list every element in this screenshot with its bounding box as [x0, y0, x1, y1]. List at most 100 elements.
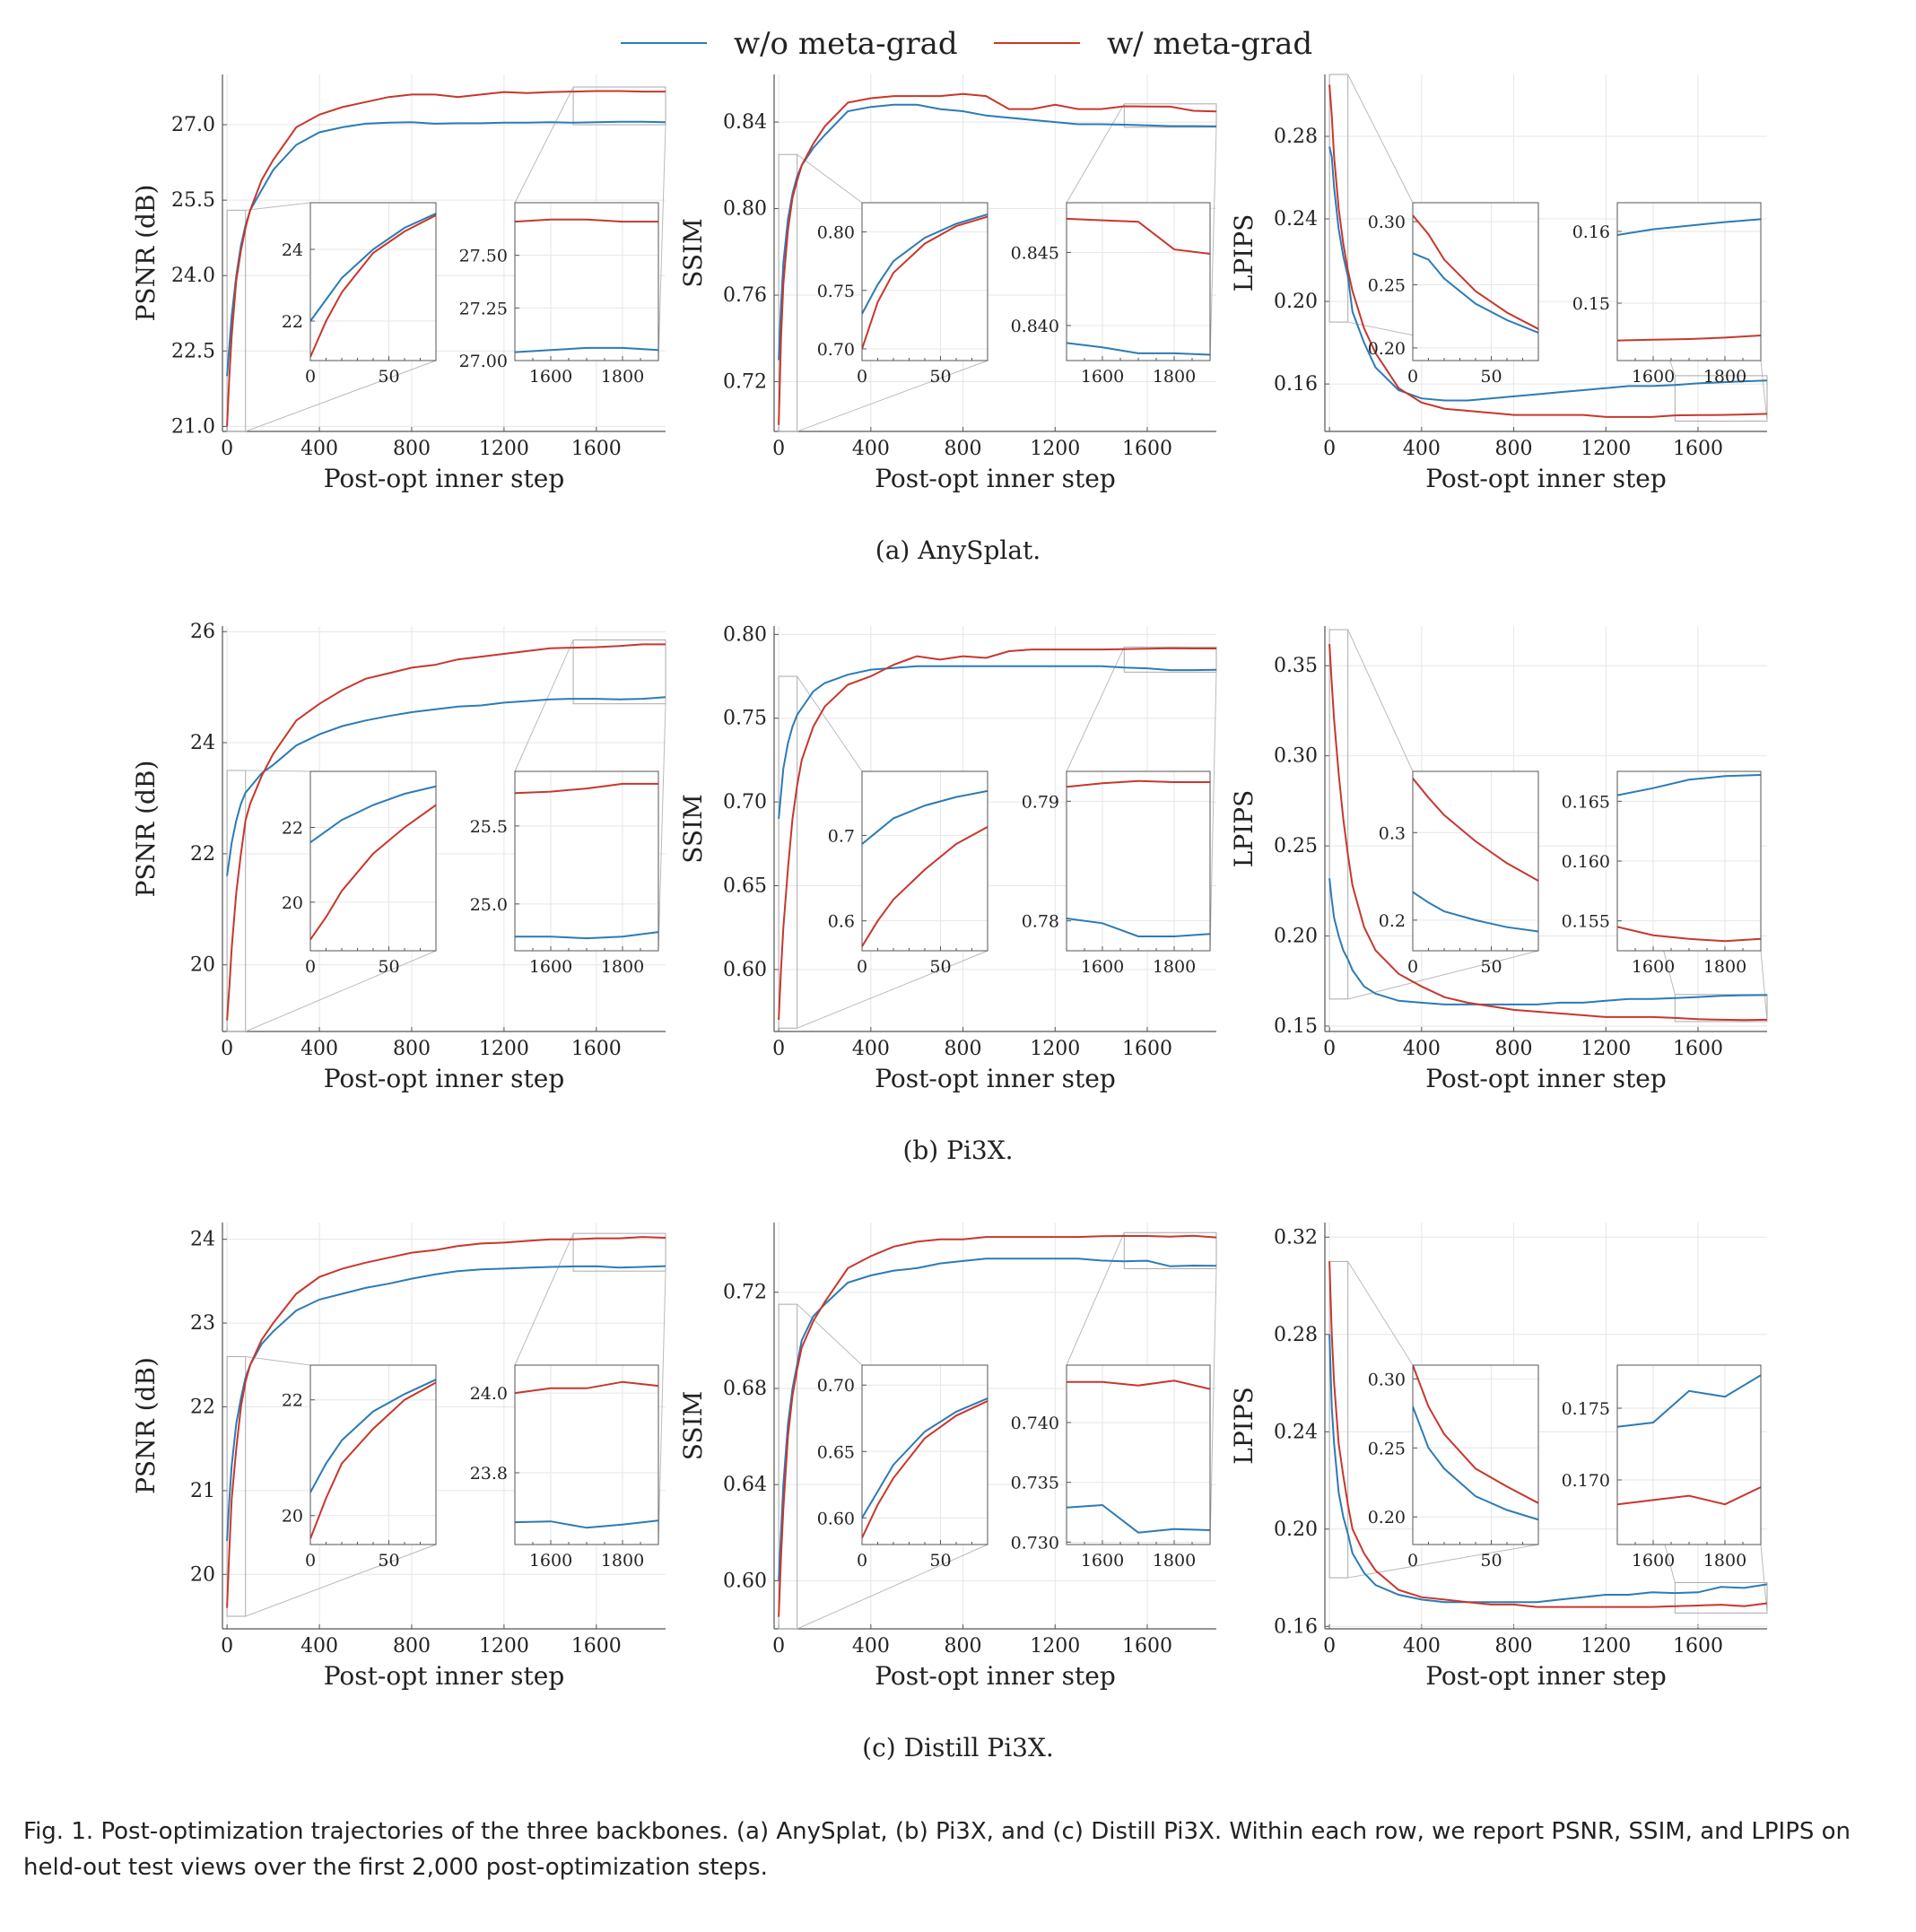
y-tick-label: 0.24 [1274, 208, 1318, 231]
y-tick-label: 27.0 [171, 114, 215, 136]
series-line [1328, 1261, 1767, 1608]
y-tick-label: 0.64 [723, 1474, 767, 1496]
series-group [862, 1397, 988, 1539]
x-tick-label: 1600 [1081, 957, 1124, 977]
y-axis-label: SSIM [678, 218, 708, 288]
inset-border [1066, 770, 1211, 952]
x-tick-label: 1600 [571, 1038, 622, 1060]
y-tick-label: 0.79 [1022, 792, 1059, 812]
series-line [1617, 1374, 1761, 1428]
inset-border [861, 1364, 988, 1545]
series-line [1413, 1405, 1538, 1521]
x-axis-label: Post-opt inner step [324, 464, 565, 493]
y-tick-label: 0.84 [723, 111, 767, 134]
zoom-connector [1209, 672, 1217, 952]
x-tick-label: 1800 [1703, 367, 1746, 387]
y-tick-label: 0.32 [1274, 1226, 1318, 1249]
y-tick-label: 0.155 [1562, 912, 1610, 932]
inset-border [1616, 1364, 1762, 1545]
inset-frame [1066, 770, 1211, 952]
inset-chart: 1600 1800 0.155 0.160 0.165 [1562, 770, 1762, 977]
y-tick-label: 24 [190, 1229, 215, 1251]
series-line [226, 1236, 666, 1608]
row-label: (c) Distill Pi3X. [862, 1733, 1054, 1762]
x-tick-label: 800 [945, 1038, 982, 1060]
y-tick-label: 0.65 [723, 875, 767, 898]
y-tick-label: 0.16 [1274, 373, 1318, 396]
inset-border [309, 1364, 437, 1545]
x-tick-label: 1600 [529, 367, 572, 387]
series-line [1328, 146, 1767, 402]
series-line [778, 1258, 1216, 1581]
zoom-connector [514, 1232, 574, 1366]
y-tick-label: 24.0 [171, 265, 215, 287]
inset-border [861, 202, 988, 361]
zoom-region [1674, 1581, 1768, 1614]
inset-chart: 0 50 20 22 [282, 1364, 437, 1571]
y-tick-label: 0.840 [1011, 317, 1059, 336]
series-line [226, 120, 666, 377]
zoom-connector [797, 1544, 988, 1630]
series-line [1617, 218, 1761, 236]
zoom-region [1123, 103, 1217, 128]
y-tick-label: 0.170 [1562, 1471, 1610, 1491]
zoom-connector [514, 640, 574, 772]
y-tick-label: 0.78 [1022, 912, 1059, 932]
chart-panel: 0 400 800 1200 1600 0.60 0.64 0.68 0.72 Post-opt … [678, 1223, 1217, 1691]
inset-chart: 0 50 0.20 0.25 0.30 [1368, 202, 1539, 387]
zoom-connector [1209, 1268, 1217, 1545]
x-tick-label: 800 [1495, 438, 1533, 460]
y-tick-label: 0.16 [1572, 222, 1610, 242]
x-tick-label: 1600 [1122, 1038, 1172, 1060]
x-tick-label: 0 [1407, 957, 1418, 977]
y-tick-label: 26 [190, 621, 215, 643]
y-tick-label: 0.3 [1379, 823, 1406, 843]
zoom-region [572, 86, 666, 126]
inset-chart: 0 50 0.70 0.75 0.80 [817, 202, 988, 387]
zoom-connector [1347, 1544, 1539, 1579]
inset-border [514, 770, 659, 952]
x-tick-label: 1200 [479, 1038, 529, 1060]
x-tick-label: 1600 [1673, 438, 1723, 460]
inset-border [1412, 770, 1539, 952]
y-tick-label: 0.15 [1572, 294, 1610, 314]
zoom-connector [245, 360, 437, 432]
zoom-region [1123, 646, 1217, 673]
inset-frame [1412, 202, 1539, 361]
zoom-connector [245, 1355, 311, 1366]
zoom-connector [658, 125, 666, 361]
x-tick-label: 400 [852, 1635, 890, 1658]
zoom-connector [797, 950, 988, 1029]
y-axis-label: LPIPS [1229, 1387, 1258, 1465]
x-axis-label: Post-opt inner step [324, 1064, 565, 1093]
x-tick-label: 0 [221, 438, 233, 460]
x-tick-label: 800 [1495, 1038, 1533, 1060]
zoom-connector [245, 770, 311, 772]
y-tick-label: 0.60 [723, 1570, 767, 1592]
x-tick-label: 800 [393, 438, 431, 460]
series-line [862, 215, 988, 350]
series-group [515, 782, 658, 940]
y-tick-label: 27.00 [459, 352, 508, 371]
x-tick-label: 1800 [1153, 367, 1196, 387]
series-group [1328, 84, 1767, 418]
zoom-region [1328, 629, 1349, 1000]
x-tick-label: 0 [1323, 438, 1336, 460]
y-tick-label: 24.0 [470, 1384, 508, 1404]
inset-frame [514, 1364, 659, 1545]
series-group [1067, 217, 1210, 356]
zoom-region [778, 1303, 798, 1630]
series-group [778, 92, 1216, 425]
series-line [1617, 335, 1761, 342]
x-tick-label: 800 [393, 1038, 431, 1060]
x-tick-label: 50 [378, 957, 399, 977]
x-tick-label: 50 [378, 1551, 399, 1571]
x-tick-label: 1200 [1581, 1038, 1631, 1060]
x-tick-label: 1600 [571, 438, 622, 460]
y-axis-label: LPIPS [1229, 790, 1258, 868]
x-tick-label: 400 [300, 438, 338, 460]
series-line [862, 825, 988, 947]
zoom-region [1328, 74, 1349, 323]
x-axis-label: Post-opt inner step [324, 1661, 565, 1691]
y-axis-label: LPIPS [1229, 214, 1258, 292]
